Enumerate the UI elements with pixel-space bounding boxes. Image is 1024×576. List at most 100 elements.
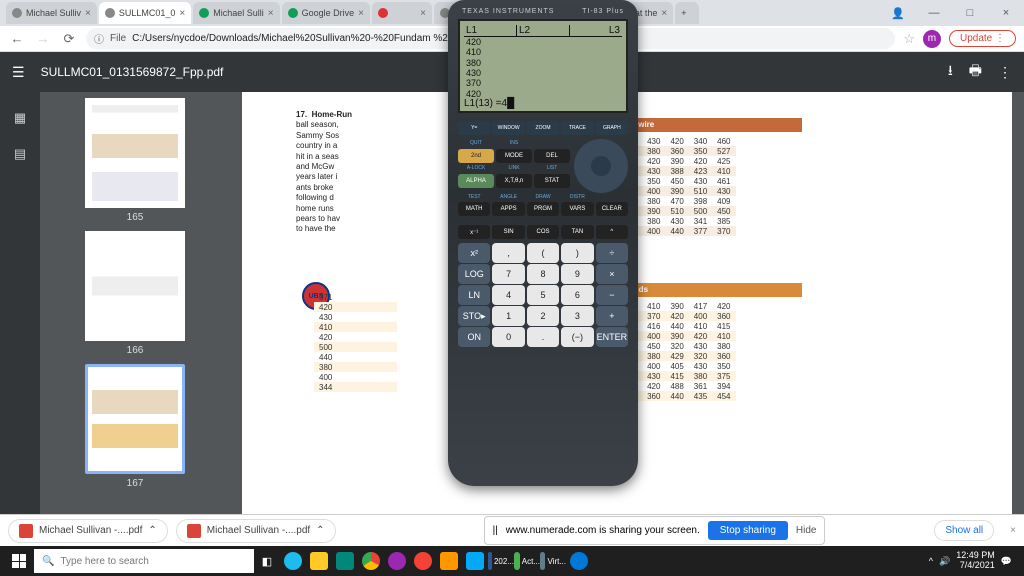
calc-mode-button[interactable]: MODE [496,149,532,163]
virtualbox-icon[interactable]: Virt... [540,546,566,576]
calc-xtn-button[interactable]: X,T,θ,n [496,174,532,188]
calc-7-button[interactable]: 7 [492,264,524,284]
close-window-button[interactable]: × [988,0,1024,26]
close-icon[interactable]: × [416,8,426,19]
bookmark-icon[interactable]: ☆ [903,31,915,47]
calc-add-button[interactable]: + [596,306,628,326]
stop-sharing-button[interactable]: Stop sharing [708,521,788,540]
menu-icon[interactable]: ☰ [12,64,25,81]
outline-icon[interactable]: ▤ [14,146,26,162]
calc-stat-button[interactable]: STAT [534,174,570,188]
calc-inv-button[interactable]: x⁻¹ [458,225,490,239]
more-icon[interactable]: ⋮ [998,64,1012,81]
tab-4[interactable]: × [372,2,432,24]
system-tray[interactable]: ^ 🔊 12:49 PM 7/4/2021 💬 [929,551,1020,571]
close-icon[interactable]: × [264,8,274,19]
calc-2-button[interactable]: 2 [527,306,559,326]
maximize-button[interactable]: □ [952,0,988,26]
calc-6-button[interactable]: 6 [561,285,593,305]
calc-enter-button[interactable]: ENTER [596,327,628,347]
calc-on-button[interactable]: ON [458,327,490,347]
calc-dpad[interactable] [574,139,628,193]
calc-9-button[interactable]: 9 [561,264,593,284]
show-all-downloads-button[interactable]: Show all [934,520,994,541]
calc-window-button[interactable]: WINDOW [492,121,524,135]
calc-4-button[interactable]: 4 [492,285,524,305]
close-shelf-button[interactable]: × [1010,525,1016,536]
calc-lparen-button[interactable]: ( [527,243,559,263]
close-icon[interactable]: × [657,8,667,19]
app-icon[interactable] [410,546,436,576]
calc-del-button[interactable]: DEL [534,149,570,163]
hide-button[interactable]: Hide [796,525,817,536]
thumb-165[interactable] [85,98,185,208]
calc-clear-button[interactable]: CLEAR [596,202,628,216]
calc-1-button[interactable]: 1 [492,306,524,326]
app-icon[interactable]: Act... [514,546,540,576]
calc-y-equals-button[interactable]: Y= [458,121,490,135]
tab-1-active[interactable]: SULLMC01_0× [99,2,191,24]
calc-sub-button[interactable]: − [596,285,628,305]
print-icon[interactable]: 🖶 [969,60,982,84]
thumb-167-selected[interactable] [85,364,185,474]
calc-3-button[interactable]: 3 [561,306,593,326]
calc-xsq-button[interactable]: x² [458,243,490,263]
calc-vars-button[interactable]: VARS [561,202,593,216]
calc-prgm-button[interactable]: PRGM [527,202,559,216]
app-icon[interactable] [384,546,410,576]
calc-tan-button[interactable]: TAN [561,225,593,239]
calc-5-button[interactable]: 5 [527,285,559,305]
calc-ln-button[interactable]: LN [458,285,490,305]
calc-rparen-button[interactable]: ) [561,243,593,263]
calc-apps-button[interactable]: APPS [492,202,524,216]
download-item-1[interactable]: Michael Sullivan -....pdf⌃ [176,519,336,543]
calc-zoom-button[interactable]: ZOOM [527,121,559,135]
calc-dot-button[interactable]: . [527,327,559,347]
calc-trace-button[interactable]: TRACE [561,121,593,135]
people-icon[interactable]: 👤 [880,0,916,26]
download-icon[interactable]: ⭳ [948,60,953,84]
thumbnails-icon[interactable]: ▦ [14,110,26,126]
start-button[interactable] [4,546,34,576]
close-icon[interactable]: × [81,8,91,19]
reload-button[interactable]: ⟳ [60,31,78,47]
calc-alpha-button[interactable]: ALPHA [458,174,494,188]
app-icon[interactable] [462,546,488,576]
volume-icon[interactable]: 🔊 [939,556,950,567]
tray-chevron-icon[interactable]: ^ [929,556,933,566]
calc-math-button[interactable]: MATH [458,202,490,216]
download-item-0[interactable]: Michael Sullivan -....pdf⌃ [8,519,168,543]
close-icon[interactable]: × [175,8,185,19]
calc-sto-button[interactable]: STO▸ [458,306,490,326]
close-icon[interactable]: × [354,8,364,19]
ie-icon[interactable] [280,546,306,576]
taskbar-search[interactable]: 🔍Type here to search [34,549,254,573]
profile-avatar[interactable]: m [923,30,941,48]
calc-mul-button[interactable]: × [596,264,628,284]
forward-button[interactable]: → [34,31,52,46]
thumb-166[interactable] [85,231,185,341]
minimize-button[interactable]: — [916,0,952,26]
calc-0-button[interactable]: 0 [492,327,524,347]
meet-icon[interactable] [332,546,358,576]
notifications-icon[interactable]: 💬 [1001,556,1012,567]
tab-2[interactable]: Michael Sulli× [193,2,279,24]
back-button[interactable]: ← [8,31,26,46]
calc-2nd-button[interactable]: 2nd [458,149,494,163]
app-icon[interactable] [436,546,462,576]
calc-caret-button[interactable]: ^ [596,225,628,239]
update-button[interactable]: Update ⋮ [949,30,1016,47]
calc-log-button[interactable]: LOG [458,264,490,284]
explorer-icon[interactable] [306,546,332,576]
calc-div-button[interactable]: ÷ [596,243,628,263]
tab-3[interactable]: Google Drive× [282,2,370,24]
calc-graph-button[interactable]: GRAPH [596,121,628,135]
calc-neg-button[interactable]: (−) [561,327,593,347]
chrome-icon[interactable] [358,546,384,576]
task-view-icon[interactable]: ◧ [254,546,280,576]
taskbar-clock[interactable]: 12:49 PM 7/4/2021 [956,551,995,571]
calc-8-button[interactable]: 8 [527,264,559,284]
calc-sin-button[interactable]: SIN [492,225,524,239]
word-icon[interactable]: 202... [488,546,514,576]
calc-cos-button[interactable]: COS [527,225,559,239]
